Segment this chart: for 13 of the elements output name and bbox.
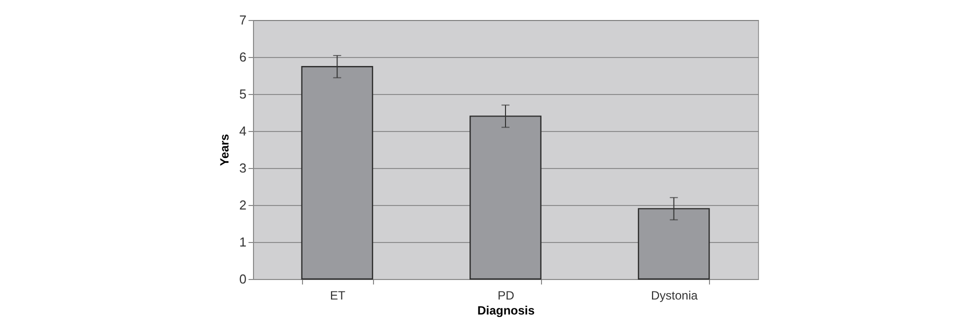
x-axis-title: Diagnosis [477, 304, 535, 318]
y-tick-label: 2 [239, 198, 246, 212]
y-tick-label: 6 [239, 50, 246, 64]
y-tick-label: 7 [239, 12, 246, 28]
x-tick-label: PD [498, 288, 515, 302]
x-tick-label: ET [330, 288, 346, 302]
y-tick-label: 4 [239, 124, 246, 138]
y-axis-title: Years [217, 134, 232, 166]
x-tick-label: Dystonia [650, 288, 698, 302]
y-tick-label: 1 [239, 234, 246, 250]
y-tick-label: 3 [239, 160, 246, 176]
y-tick-label: 5 [239, 86, 246, 102]
y-tick-label: 0 [239, 272, 246, 286]
